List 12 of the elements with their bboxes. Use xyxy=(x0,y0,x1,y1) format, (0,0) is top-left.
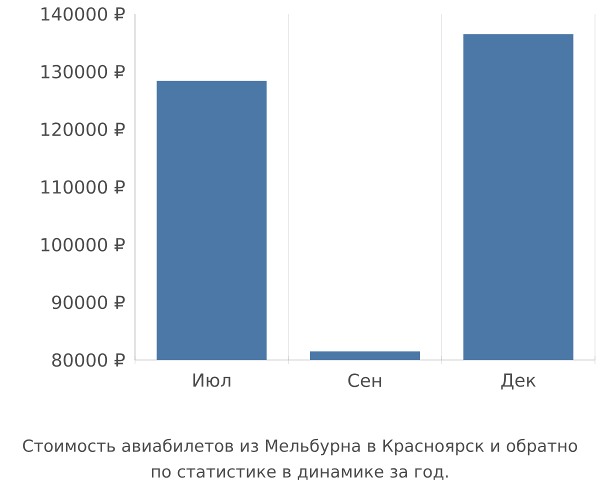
y-tick-label: 120000 ₽ xyxy=(42,122,125,136)
x-tick-label: Июл xyxy=(193,374,230,387)
x-tick-label: Сен xyxy=(348,374,382,388)
y-tick-label: 100000 ₽ xyxy=(42,238,125,252)
y-tick-label: 130000 ₽ xyxy=(42,64,125,78)
text: Стоимость авиабилетов из Мельбурна в Красноярск и обратно xyxy=(23,438,578,456)
y-tick-label: 90000 ₽ xyxy=(52,296,125,310)
y-tick-label: 110000 ₽ xyxy=(42,180,125,194)
y-tick-label: 140000 ₽ xyxy=(42,7,125,21)
x-tick-label: Дек xyxy=(501,374,536,390)
text: по статистике в динамике за год. xyxy=(152,468,448,480)
y-tick-label: 80000 ₽ xyxy=(52,353,125,367)
